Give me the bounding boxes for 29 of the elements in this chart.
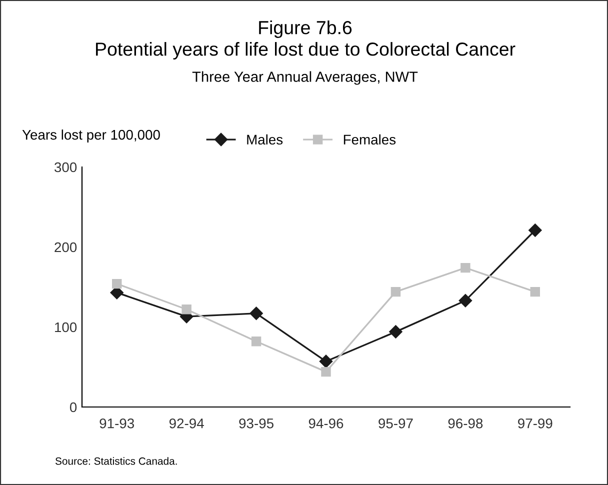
point xyxy=(182,304,192,314)
chart-title: Figure 7b.6 Potential years of life lost due to Colorectal Cancer xyxy=(96,20,516,60)
legend-label: Females xyxy=(344,134,396,145)
point xyxy=(112,278,122,289)
y-tick-label: 0 xyxy=(70,402,77,412)
y-tick-label: 100 xyxy=(55,322,77,332)
y-tick-label: 300 xyxy=(54,162,77,172)
point xyxy=(251,336,262,346)
x-tick-label: 93-95 xyxy=(239,418,274,428)
y-tick-label: 200 xyxy=(54,242,77,252)
point xyxy=(250,306,263,320)
x-tick-label: 96-98 xyxy=(448,418,483,428)
point xyxy=(389,325,402,338)
x-tick-label: 95-97 xyxy=(378,418,413,428)
point xyxy=(458,294,472,308)
point xyxy=(528,224,542,237)
source-note: Source: Statistics Canada. xyxy=(55,457,177,465)
x-tick-label: 92-94 xyxy=(169,418,204,428)
point xyxy=(321,366,331,377)
legend-label: Males xyxy=(247,134,283,145)
x-tick-label: 97-99 xyxy=(518,418,552,428)
y-axis-title: Years lost per 100,000 xyxy=(22,130,160,142)
x-tick-label: 94-96 xyxy=(308,418,344,428)
point xyxy=(530,286,540,297)
chart-subtitle: Three Year Annual Averages, NWT xyxy=(192,71,418,85)
x-tick-label: 91-93 xyxy=(100,418,134,428)
point xyxy=(390,286,401,297)
point xyxy=(319,354,333,368)
point xyxy=(460,262,470,273)
